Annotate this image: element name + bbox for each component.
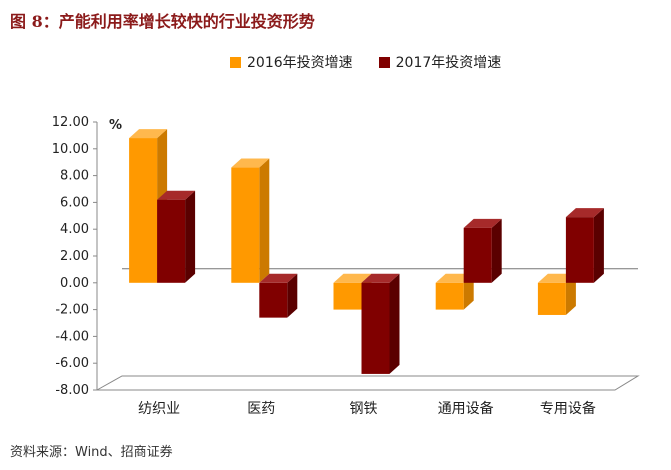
x-category-label: 通用设备 xyxy=(438,400,494,417)
legend-label-2017: 2017年投资增速 xyxy=(395,55,502,71)
bar-top-s1 xyxy=(361,273,400,283)
x-category-label: 纺织业 xyxy=(138,401,180,417)
bar-s0 xyxy=(333,282,362,310)
legend-label-2016: 2016年投资增速 xyxy=(247,55,353,71)
bar-side-s0 xyxy=(259,158,270,283)
y-tick-label: -4.00 xyxy=(55,329,89,344)
bar-s0 xyxy=(231,167,260,283)
x-category-label: 钢铁 xyxy=(350,401,378,417)
source-note: 资料来源：Wind、招商证券 xyxy=(10,445,173,460)
bar-s1 xyxy=(463,227,492,283)
y-tick-label: 6.00 xyxy=(60,195,89,210)
legend-item-2016: 2016年投资增速 xyxy=(230,52,353,72)
bar-side-s1 xyxy=(287,273,298,318)
bar-top-s0 xyxy=(231,158,270,168)
y-tick-label: 0.00 xyxy=(60,276,89,291)
bar-s1 xyxy=(259,282,288,318)
bar-side-s1 xyxy=(389,273,400,374)
y-tick-label: -8.00 xyxy=(55,383,89,398)
bar-s0 xyxy=(435,282,464,310)
bar-side-s1 xyxy=(491,218,502,283)
legend-item-2017: 2017年投资增速 xyxy=(378,52,502,72)
bar-top-s0 xyxy=(129,129,168,139)
bar-top-s1 xyxy=(259,273,298,283)
bar-s1 xyxy=(565,217,594,283)
bar-s0 xyxy=(129,138,158,283)
bar-s1 xyxy=(361,282,390,374)
bar-top-s1 xyxy=(565,208,604,218)
bar-side-s1 xyxy=(185,190,196,283)
y-tick-label: 10.00 xyxy=(52,142,89,157)
y-tick-label: -6.00 xyxy=(55,356,89,371)
bar-s0 xyxy=(537,282,566,315)
y-tick-label: -2.00 xyxy=(55,303,89,318)
bar-top-s0 xyxy=(333,273,372,283)
chart-floor xyxy=(95,375,640,391)
y-tick-label: 12.00 xyxy=(52,115,89,130)
bar-side-s1 xyxy=(593,208,604,283)
figure-title: 图 8：产能利用率增长较快的行业投资形势 xyxy=(10,12,315,31)
y-unit-label: % xyxy=(109,118,122,133)
y-tick-label: 8.00 xyxy=(60,169,89,184)
chart-legend: 2016年投资增速 2017年投资增速 xyxy=(230,52,501,72)
bar-s1 xyxy=(157,199,186,283)
legend-swatch-2017 xyxy=(378,56,390,68)
bar-side-s0 xyxy=(565,273,576,315)
x-category-label: 专用设备 xyxy=(540,400,596,417)
y-tick-label: 2.00 xyxy=(60,249,89,264)
y-tick-label: 4.00 xyxy=(60,222,89,237)
bar-top-s1 xyxy=(463,218,502,228)
bar-top-s1 xyxy=(157,190,196,200)
x-category-label: 医药 xyxy=(247,401,275,417)
legend-swatch-2016 xyxy=(230,56,241,68)
